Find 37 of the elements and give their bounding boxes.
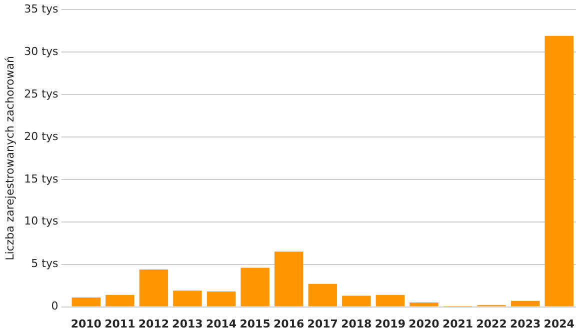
- y-tick-label: 35 tys: [24, 2, 58, 16]
- x-tick-label: 2018: [341, 317, 372, 330]
- bar: [410, 302, 438, 306]
- y-tick-label: 0: [51, 300, 58, 313]
- x-tick-label: 2016: [274, 317, 304, 330]
- x-tick-label: 2012: [138, 317, 170, 330]
- bar: [173, 290, 202, 306]
- y-tick-label: 25 tys: [24, 87, 58, 100]
- x-tick-label: 2022: [476, 317, 507, 330]
- x-tick-label: 2024: [544, 317, 575, 330]
- bar: [106, 294, 134, 306]
- bar: [206, 292, 236, 306]
- bar: [274, 252, 304, 306]
- bar: [342, 296, 371, 306]
- y-tick-label: 20 tys: [24, 130, 58, 143]
- y-tick-label: 10 tys: [24, 214, 58, 228]
- bar: [72, 297, 100, 306]
- x-tick-label: 2014: [206, 317, 237, 330]
- x-tick-label: 2021: [442, 317, 474, 330]
- x-tick-label: 2010: [70, 317, 102, 330]
- bar: [308, 284, 337, 306]
- bar: [139, 269, 168, 306]
- x-tick-label: 2013: [172, 317, 203, 330]
- x-tick-label: 2023: [510, 317, 541, 330]
- x-tick-label: 2017: [307, 317, 338, 330]
- y-tick-label: 15 tys: [24, 172, 58, 186]
- x-tick-label: 2015: [240, 317, 270, 330]
- bar: [240, 268, 270, 306]
- y-axis-title: Liczba zarejestrowanych zachorowań: [3, 56, 16, 260]
- bar: [544, 36, 574, 306]
- y-tick-label: 30 tys: [24, 44, 58, 58]
- y-tick-label: 5 tys: [31, 257, 59, 270]
- bar: [510, 300, 540, 306]
- x-tick-label: 2020: [408, 317, 440, 330]
- bar: [376, 294, 405, 306]
- x-tick-label: 2011: [104, 317, 136, 330]
- x-tick-label: 2019: [374, 317, 406, 330]
